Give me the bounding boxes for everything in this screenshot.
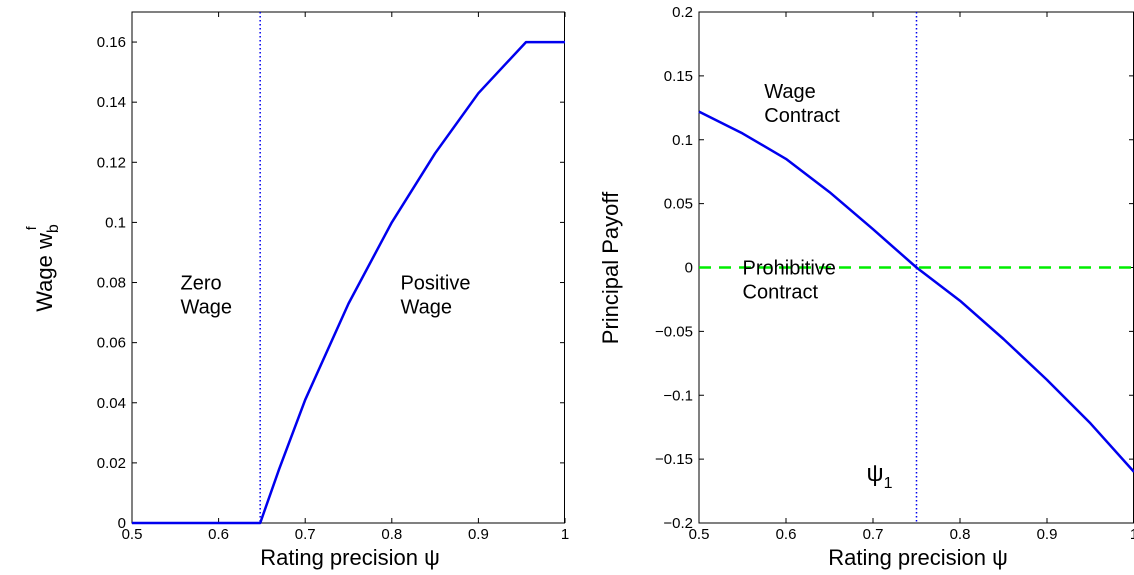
- right-x-tick-label: 0.7: [863, 526, 884, 543]
- right-y-tick-label: 0.15: [664, 68, 693, 85]
- left-y-axis-label: Wage wb f: [23, 224, 62, 312]
- left-y-tick-label: 0.08: [97, 275, 126, 292]
- right-y-axis-label: Principal Payoff: [598, 191, 623, 344]
- left-x-axis-label: Rating precision ψ: [260, 545, 440, 570]
- right-series-line: [698, 110, 1134, 473]
- left-x-tick-label: 0.5: [122, 526, 143, 543]
- left-chart-panel: Rating precision ψ Wage wb f 0.5 0.6 0.7 0.8…: [23, 11, 569, 570]
- right-x-tick-label: 0.5: [689, 526, 710, 543]
- left-y-axis-label-sub: b: [45, 224, 62, 233]
- right-psi1-label: ψ1: [866, 460, 892, 492]
- right-y-tick-label: 0.2: [672, 4, 693, 21]
- left-y-axis-label-main: Wage w: [32, 233, 57, 312]
- right-annotation-1: Prohibitive Contract: [743, 258, 836, 304]
- right-x-tick-label: 1: [1130, 526, 1134, 543]
- right-annotation-0: Wage Contract: [764, 81, 840, 127]
- left-y-tick-label: 0.04: [97, 395, 126, 412]
- left-y-axis-label-sup: f: [23, 226, 39, 230]
- left-y-tick-label: 0.16: [97, 34, 126, 51]
- left-x-tick-label: 1: [561, 526, 569, 543]
- right-y-tick-label: −0.2: [663, 515, 693, 532]
- right-y-tick-label: −0.15: [655, 451, 693, 468]
- right-chart-panel: Rating precision ψ Principal Payoff 0.5 0…: [598, 4, 1134, 570]
- right-x-tick-label: 0.6: [776, 526, 797, 543]
- left-plot-frame: [131, 11, 565, 524]
- left-x-tick-label: 0.6: [208, 526, 229, 543]
- right-y-tick-label: 0.1: [672, 132, 693, 149]
- left-y-tick-label: 0.1: [105, 214, 126, 231]
- left-x-tick-label: 0.7: [295, 526, 316, 543]
- left-annotation-1: Positive Wage: [400, 273, 470, 319]
- right-x-axis-label: Rating precision ψ: [828, 545, 1008, 570]
- left-y-tick-label: 0.02: [97, 455, 126, 472]
- right-x-tick-label: 0.9: [1037, 526, 1058, 543]
- right-y-tick-label: −0.1: [663, 387, 693, 404]
- right-y-tick-label: 0.05: [664, 196, 693, 213]
- left-y-tick-label: 0.14: [97, 94, 126, 111]
- right-x-tick-label: 0.8: [950, 526, 971, 543]
- left-annotation-0: Zero Wage: [180, 273, 232, 319]
- left-x-tick-label: 0.9: [468, 526, 489, 543]
- left-y-tick-label: 0.12: [97, 154, 126, 171]
- left-series-line: [132, 40, 565, 525]
- left-x-tick-label: 0.8: [381, 526, 402, 543]
- left-y-tick-label: 0.06: [97, 335, 126, 352]
- left-y-tick-label: 0: [118, 515, 126, 532]
- right-y-tick-label: −0.05: [655, 323, 693, 340]
- right-y-tick-label: 0: [685, 260, 693, 277]
